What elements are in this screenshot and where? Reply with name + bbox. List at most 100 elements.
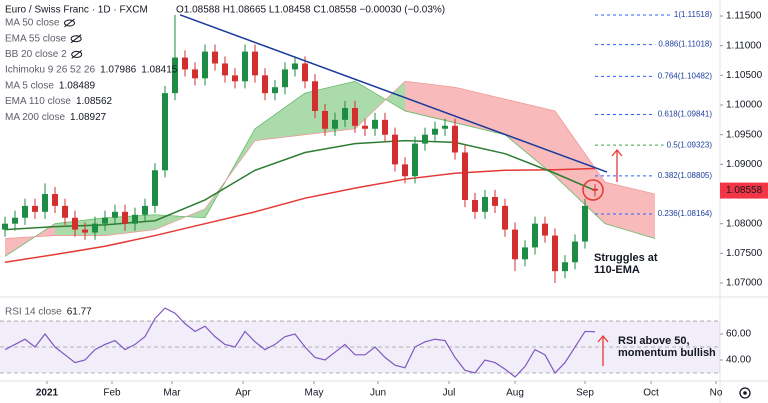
x-tick-label: Sep [576, 388, 594, 399]
ichimoku-cloud [255, 93, 305, 141]
candle-body [42, 194, 48, 212]
y-tick-label: 40.00 [726, 355, 751, 366]
candle-body [412, 143, 418, 177]
fib-label: 0.764(1.10482) [658, 72, 713, 81]
ichimoku-cloud [605, 182, 655, 239]
candle-body [2, 223, 8, 230]
candle-body [242, 51, 248, 82]
candle-body [382, 119, 388, 135]
candle-body [142, 205, 148, 215]
candle-body [432, 128, 438, 135]
ichimoku-cloud [105, 214, 155, 236]
candle-body [162, 93, 168, 171]
y-tick-label: 1.10000 [726, 100, 763, 111]
candle-body [592, 188, 598, 191]
y-tick-label: 1.10500 [726, 70, 763, 81]
plot-layer: 1.11500 1.11000 1.10500 1.10000 1.09500 1.090… [0, 10, 768, 399]
indicator-name: Ichimoku 9 26 52 26 [5, 65, 95, 76]
eye-icon [70, 35, 82, 43]
ichimoku-cloud [455, 87, 505, 135]
ohlc-legend: O1.08588 H1.08665 L1.08458 C1.08558 −0.0… [176, 5, 445, 16]
indicator-name: MA 50 close [5, 18, 60, 29]
annotation: RSI above 50, [618, 335, 690, 347]
candle-body [272, 87, 278, 94]
chart-title: Euro / Swiss Franc · 1D · FXCM [5, 5, 148, 16]
candle-body [572, 241, 578, 263]
y-tick-label: 1.11500 [726, 11, 762, 22]
candle-body [202, 51, 208, 79]
candle-body [562, 262, 568, 272]
candle-body [482, 196, 488, 212]
indicator-value: 1.07986 [100, 65, 137, 76]
indicator-value: 1.08415 [141, 65, 178, 76]
y-tick-label: 1.07000 [726, 278, 763, 289]
candle-body [342, 107, 348, 120]
candle-body [452, 125, 458, 153]
candle-body [52, 194, 58, 206]
candle-body [542, 223, 548, 236]
annotation: Struggles at [594, 252, 658, 264]
x-tick-label: Aug [506, 388, 524, 399]
candle-body [182, 57, 188, 70]
candle-body [582, 205, 588, 242]
x-tick-label: Jun [370, 388, 386, 399]
x-tick-label: May [305, 388, 324, 399]
candle-body [422, 134, 428, 144]
candle-body [472, 199, 478, 212]
y-tick-label: 1.07500 [726, 248, 763, 259]
visibility-toggle[interactable] [71, 50, 83, 59]
y-tick-label: 1.08000 [726, 218, 763, 229]
annotation: 110-EMA [594, 264, 640, 276]
candle-body [92, 223, 98, 233]
rsi-legend-value: 61.77 [67, 307, 92, 318]
trendline [179, 14, 608, 173]
candle-body [402, 164, 408, 177]
indicator-value: 1.08489 [59, 80, 96, 91]
candle-body [102, 217, 108, 224]
y-tick-label: 60.00 [726, 329, 751, 340]
candle-body [232, 75, 238, 82]
candle-body [262, 75, 268, 94]
visibility-toggle[interactable] [63, 18, 75, 28]
eye-slash [70, 34, 82, 44]
candle-body [492, 196, 498, 206]
candle-body [22, 205, 28, 218]
fib-label: 0.618(1.09841) [658, 110, 713, 119]
fib-label: 1(1.11518) [674, 10, 712, 19]
candle-body [212, 51, 218, 64]
fib-label: 0.5(1.09323) [667, 140, 713, 149]
fib-label: 0.236(1.08164) [658, 209, 713, 218]
eye-slash [64, 18, 75, 28]
y-tick-label: 1.09000 [726, 159, 763, 170]
candle-body [152, 170, 158, 206]
indicator-name: MA 200 close [5, 112, 65, 123]
rsi-line [4, 307, 596, 378]
y-tick-label: 1.11000 [726, 40, 762, 51]
highlight-circle [582, 179, 604, 201]
candle-body [12, 217, 18, 224]
candle-body [172, 57, 178, 94]
settings-icon[interactable] [739, 387, 751, 399]
x-tick-label: Mar [163, 388, 181, 399]
ichimoku-span [4, 80, 656, 239]
candle-body [32, 205, 38, 212]
candle-body [132, 214, 138, 224]
candle-body [112, 211, 118, 218]
x-tick-label: 2021 [36, 388, 59, 399]
indicator-name: BB 20 close 2 [5, 49, 67, 60]
indicator-name: MA 5 close [5, 80, 54, 91]
indicator-value: 1.08927 [70, 112, 107, 123]
annotation: momentum bullish [618, 347, 716, 359]
indicator-name: EMA 55 close [5, 33, 67, 44]
x-tick-label: Apr [235, 388, 251, 399]
candle-body [82, 229, 88, 233]
x-tick-label: No [710, 388, 723, 399]
ichimoku-cloud [505, 99, 555, 177]
price-tag [720, 182, 768, 199]
up-arrow [611, 148, 623, 182]
candle-body [352, 107, 358, 126]
x-tick-label: Feb [103, 388, 121, 399]
rsi-legend-name: RSI 14 close [5, 307, 62, 318]
visibility-toggle[interactable] [70, 34, 82, 44]
candle-body [332, 119, 338, 129]
